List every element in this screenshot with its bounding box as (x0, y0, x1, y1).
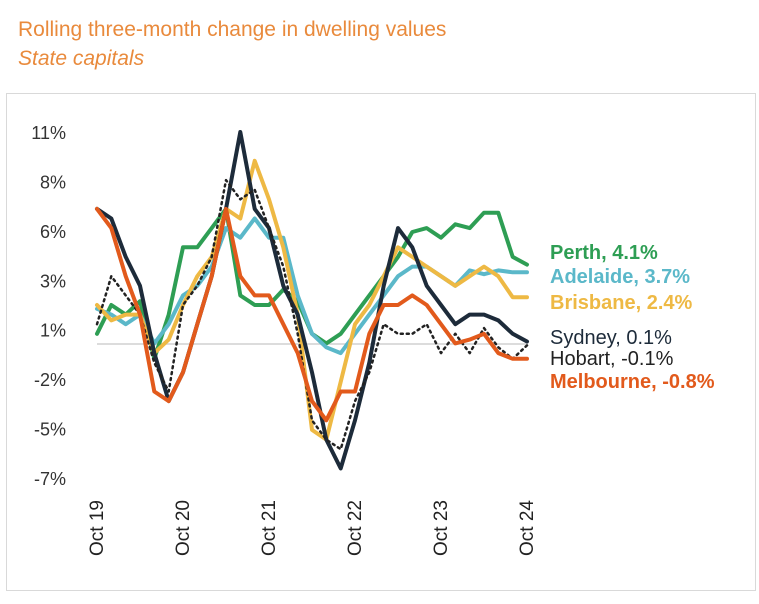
y-tick-label: 3% (40, 271, 66, 291)
y-tick-label: 11% (31, 123, 66, 143)
end-label-hobart: Hobart, -0.1% (550, 348, 674, 370)
chart-frame (6, 93, 756, 591)
end-label-brisbane: Brisbane, 2.4% (550, 292, 693, 314)
x-tick-label: Oct 19 (87, 500, 108, 556)
end-label-perth: Perth, 4.1% (550, 242, 658, 264)
end-label-melbourne: Melbourne, -0.8% (550, 371, 715, 393)
x-tick-label: Oct 23 (431, 500, 452, 556)
x-tick-label: Oct 22 (345, 500, 366, 556)
series-end-labels: Perth, 4.1%Adelaide, 3.7% Brisbane, 2.4% S… (550, 242, 715, 393)
chart-title: Rolling three-month change in dwelling v… (18, 18, 447, 41)
end-label-sydney: Sydney, 0.1% (550, 327, 672, 349)
chart-subtitle: State capitals (18, 47, 145, 70)
x-tick-label: Oct 24 (517, 500, 538, 556)
series-line-melbourne (95, 206, 529, 423)
series-line-adelaide (95, 216, 529, 356)
series-line-hobart (95, 178, 529, 451)
y-tick-label: -7% (34, 469, 66, 489)
x-tick-label: Oct 20 (173, 500, 194, 556)
series-line-brisbane (95, 158, 529, 442)
y-tick-label: -2% (34, 370, 66, 390)
x-axis-ticks: Oct 19 Oct 20 Oct 21 Oct 22 Oct 23 Oct 24 (87, 500, 538, 556)
end-label-adelaide: Adelaide, 3.7% (550, 266, 690, 288)
y-axis-ticks: 11% 8% 6% 3% 1% -2% -5% -7% (31, 123, 66, 489)
y-tick-label: 6% (40, 222, 66, 242)
x-tick-label: Oct 21 (259, 500, 280, 556)
y-tick-label: 1% (40, 321, 66, 341)
y-tick-label: -5% (34, 420, 66, 440)
series-lines (95, 130, 529, 471)
y-tick-label: 8% (40, 172, 66, 192)
